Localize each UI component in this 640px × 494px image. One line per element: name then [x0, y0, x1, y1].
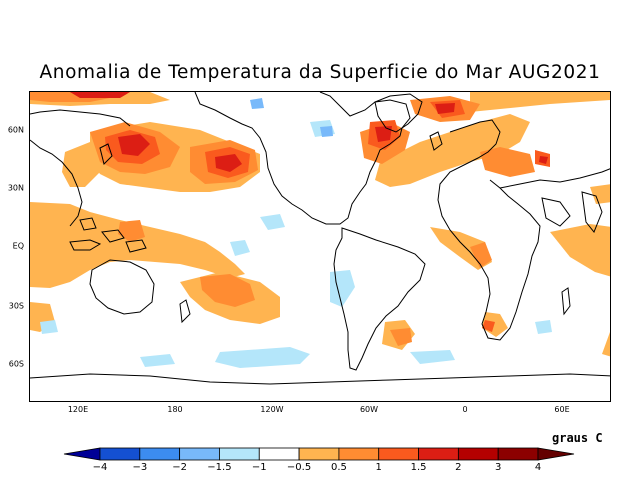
colorbar-tick-label: 0.5: [330, 462, 347, 473]
cool-anomaly-regions-moderate: [250, 98, 333, 137]
colorbar-tick-label: 2: [455, 462, 462, 473]
colorbar-tick-label: −4: [92, 462, 108, 473]
colorbar-swatch: [497, 447, 539, 461]
colorbar-tick-label: −0.5: [286, 462, 312, 473]
colorbar-swatch: [219, 447, 260, 461]
lon-label-120e: 120E: [67, 405, 89, 414]
lat-label-30n: 30N: [7, 183, 24, 193]
lon-label-180: 180: [167, 405, 183, 414]
colorbar-swatch: [338, 447, 380, 461]
colorbar-tick-label: 1: [375, 462, 382, 473]
colorbar-swatch: [457, 447, 499, 461]
lat-label-60s: 60S: [8, 359, 24, 369]
colorbar-tick-label: 3: [494, 462, 502, 473]
colorbar-tick-label: −1: [251, 462, 267, 473]
warm-anomaly-regions-very-strong: [70, 92, 548, 172]
colorbar-tick-label: −2: [172, 462, 187, 473]
colorbar-swatch: [298, 447, 340, 461]
colorbar-arrow-left: [63, 447, 101, 461]
lat-label-30s: 30S: [8, 301, 24, 311]
lon-label-0: 0: [462, 405, 468, 414]
colorbar-swatch: [258, 447, 300, 461]
colorbar-swatch: [99, 447, 141, 461]
colorbar-swatch: [418, 447, 459, 461]
lon-label-60w: 60W: [359, 405, 379, 414]
units-label: graus C: [552, 431, 603, 445]
colorbar-tick-label: −3: [132, 462, 148, 473]
colorbar: [63, 447, 575, 461]
colorbar-swatch: [378, 447, 419, 461]
lat-label-60n: 60N: [7, 125, 24, 135]
colorbar-tick-label: 4: [534, 462, 542, 473]
coastlines: [30, 92, 610, 385]
lon-label-60e: 60E: [554, 405, 570, 414]
lon-label-120w: 120W: [260, 405, 284, 414]
colorbar-swatch: [139, 447, 181, 461]
lat-label-eq: EQ: [12, 241, 24, 251]
colorbar-arrow-right: [537, 447, 575, 461]
colorbar-swatch: [179, 447, 220, 461]
colorbar-tick-label: −1.5: [207, 462, 232, 473]
colorbar-tick-label: 1.5: [410, 462, 427, 473]
map-title: Anomalia de Temperatura da Superficie do…: [39, 62, 601, 83]
sst-anomaly-map: [29, 91, 611, 402]
